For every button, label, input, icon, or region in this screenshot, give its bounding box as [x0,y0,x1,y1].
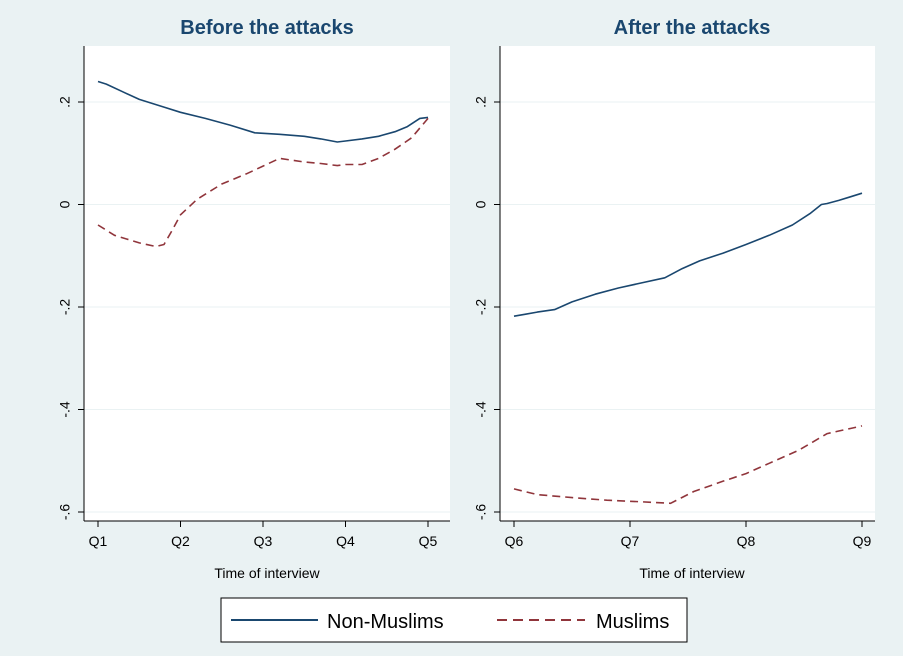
y-ticks: .2 0 -.2 -.4 -.6 [473,96,500,520]
y-tick-label: -.6 [57,504,73,521]
y-ticks: .2 0 -.2 -.4 -.6 [57,96,84,520]
plot-area [500,46,875,521]
y-tick-label: 0 [473,200,489,208]
panel-title: After the attacks [614,17,771,39]
x-ticks: Q6 Q7 Q8 Q9 [505,521,872,549]
y-tick-label: .2 [57,96,73,108]
panel-before: Before the attacks .2 0 -.2 -.4 -.6 Q1 Q2 Q3 Q4… [57,17,450,581]
x-tick-label: Q9 [853,533,872,549]
panel-title: Before the attacks [180,17,353,39]
x-tick-label: Q6 [505,533,524,549]
series-group [97,80,429,248]
gridlines [500,101,875,513]
series-line-non-muslims [97,80,429,143]
x-tick-label: Q1 [89,533,108,549]
legend-label-muslims: Muslims [596,611,669,633]
x-tick-label: Q2 [171,533,190,549]
series-group [513,192,863,505]
x-axis-label: Time of interview [214,565,320,581]
legend: Non-Muslims Muslims [220,597,688,643]
y-tick-label: .2 [473,96,489,108]
panel-after: After the attacks .20-.2-.4-.6 Q6 Q7 Q8 Q9 … [473,17,875,581]
legend-label-non-muslims: Non-Muslims [327,611,444,633]
x-tick-label: Q7 [621,533,640,549]
x-axis-label: Time of interview [639,565,745,581]
plot-area [84,46,450,521]
series-line-non-muslims [513,192,863,317]
x-tick-label: Q8 [737,533,756,549]
y-tick-label: -.4 [57,401,73,418]
x-tick-label: Q3 [254,533,273,549]
series-line-muslims [513,425,863,505]
x-tick-label: Q4 [336,533,355,549]
y-tick-label: -.2 [57,299,73,316]
y-tick-label: -.4 [473,401,489,418]
x-ticks: Q1 Q2 Q3 Q4 Q5 [89,521,438,549]
series-line-muslims [97,117,429,248]
y-tick-label: -.2 [473,299,489,316]
y-tick-label: 0 [57,200,73,208]
x-tick-label: Q5 [419,533,438,549]
y-tick-label: -.6 [473,504,489,521]
